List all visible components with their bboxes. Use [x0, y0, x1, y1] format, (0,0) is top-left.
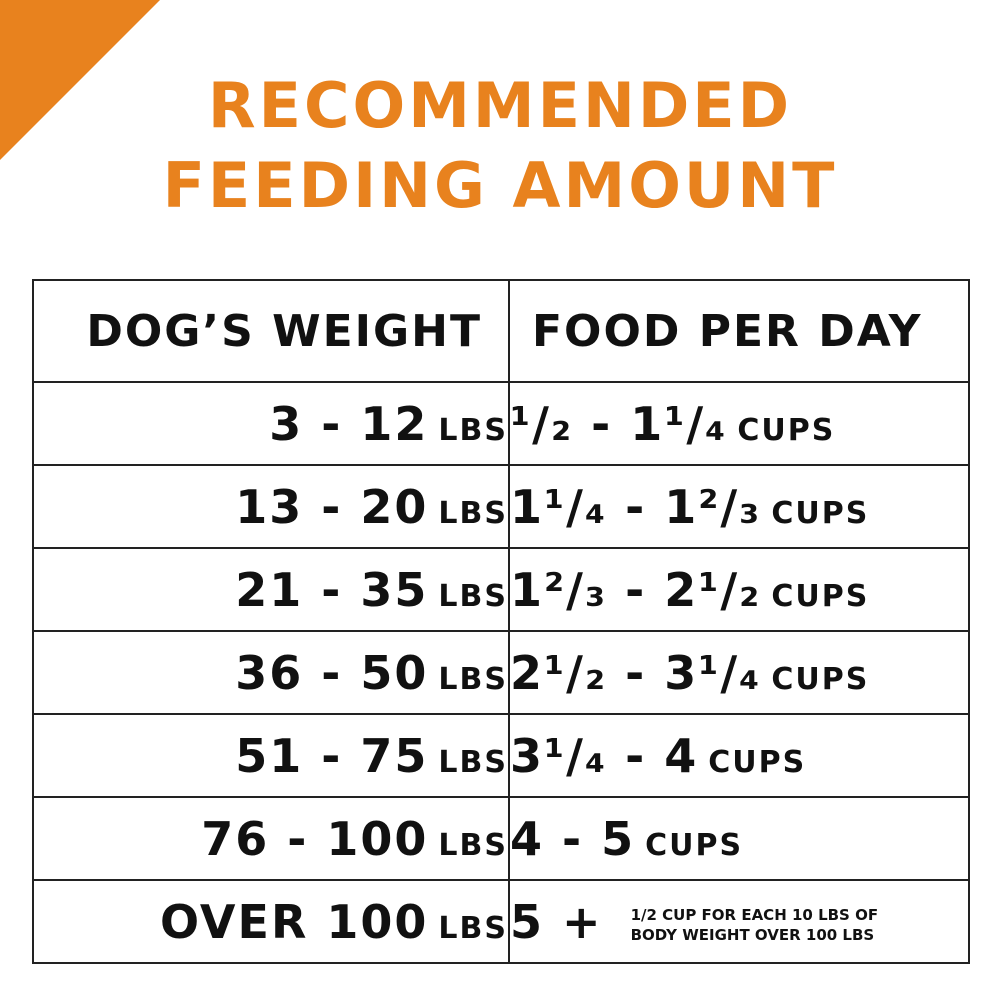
weight-cell: 21 - 35 LBS	[32, 547, 510, 632]
header-dogs-weight: DOG’S WEIGHT	[32, 279, 510, 383]
food-unit: CUPS	[771, 578, 870, 614]
note-line-2: BODY WEIGHT OVER 100 LBS	[630, 926, 875, 944]
food-cell: 2¹/₂ - 3¹/₄ CUPS	[508, 630, 970, 715]
food-unit: CUPS	[737, 412, 836, 448]
food-unit: CUPS	[645, 827, 744, 863]
weight-range: 76 - 100	[201, 811, 429, 866]
title-line-2: FEEDING AMOUNT	[162, 149, 838, 222]
food-amount: 1²/₃ - 2¹/₂	[510, 562, 762, 617]
food-cell: 1¹/₄ - 1²/₃ CUPS	[508, 464, 970, 549]
weight-unit: LBS	[438, 578, 508, 614]
table-row: 76 - 100 LBS 4 - 5 CUPS	[32, 796, 970, 881]
food-unit: CUPS	[771, 495, 870, 531]
food-amount: ¹/₂ - 1¹/₄	[510, 396, 728, 451]
weight-cell: 51 - 75 LBS	[32, 713, 510, 798]
food-amount: 3¹/₄ - 4	[510, 728, 699, 783]
food-cell: 3¹/₄ - 4 CUPS	[508, 713, 970, 798]
weight-cell: OVER 100 LBS	[32, 879, 510, 964]
weight-range: 13 - 20	[235, 479, 429, 534]
weight-unit: LBS	[438, 910, 508, 946]
food-amount: 2¹/₂ - 3¹/₄	[510, 645, 762, 700]
header-food-per-day: FOOD PER DAY	[508, 279, 970, 383]
page-title: RECOMMENDED FEEDING AMOUNT	[0, 66, 1000, 226]
table-row: 3 - 12 LBS ¹/₂ - 1¹/₄ CUPS	[32, 381, 970, 466]
table-header-row: DOG’S WEIGHT FOOD PER DAY	[32, 279, 970, 383]
weight-unit: LBS	[438, 661, 508, 697]
food-unit: CUPS	[771, 661, 870, 697]
note-line-1: 1/2 CUP FOR EACH 10 LBS OF	[630, 906, 879, 924]
weight-cell: 3 - 12 LBS	[32, 381, 510, 466]
food-unit: CUPS	[708, 744, 807, 780]
weight-range: 21 - 35	[235, 562, 429, 617]
weight-unit: LBS	[438, 412, 508, 448]
food-amount: 1¹/₄ - 1²/₃	[510, 479, 762, 534]
weight-range: 51 - 75	[235, 728, 429, 783]
food-amount: 5 +	[510, 894, 603, 949]
table-row: 51 - 75 LBS 3¹/₄ - 4 CUPS	[32, 713, 970, 798]
weight-unit: LBS	[438, 827, 508, 863]
table-row: 36 - 50 LBS 2¹/₂ - 3¹/₄ CUPS	[32, 630, 970, 715]
weight-range: 3 - 12	[269, 396, 429, 451]
weight-unit: LBS	[438, 744, 508, 780]
food-amount: 4 - 5	[510, 811, 636, 866]
weight-cell: 76 - 100 LBS	[32, 796, 510, 881]
table-row-over-100: OVER 100 LBS 5 + 1/2 CUP FOR EACH 10 LBS O…	[32, 879, 970, 964]
table-row: 13 - 20 LBS 1¹/₄ - 1²/₃ CUPS	[32, 464, 970, 549]
extra-food-note: 1/2 CUP FOR EACH 10 LBS OF BODY WEIGHT OV…	[631, 905, 901, 945]
weight-unit: LBS	[438, 495, 508, 531]
weight-range: OVER 100	[160, 894, 429, 949]
food-cell: ¹/₂ - 1¹/₄ CUPS	[508, 381, 970, 466]
weight-cell: 13 - 20 LBS	[32, 464, 510, 549]
feeding-table: DOG’S WEIGHT FOOD PER DAY 3 - 12 LBS ¹/₂ …	[32, 279, 970, 964]
title-line-1: RECOMMENDED	[207, 69, 793, 142]
food-cell: 4 - 5 CUPS	[508, 796, 970, 881]
food-cell: 1²/₃ - 2¹/₂ CUPS	[508, 547, 970, 632]
food-cell: 5 + 1/2 CUP FOR EACH 10 LBS OF BODY WEIGHT…	[508, 879, 970, 964]
weight-range: 36 - 50	[235, 645, 429, 700]
table-row: 21 - 35 LBS 1²/₃ - 2¹/₂ CUPS	[32, 547, 970, 632]
weight-cell: 36 - 50 LBS	[32, 630, 510, 715]
